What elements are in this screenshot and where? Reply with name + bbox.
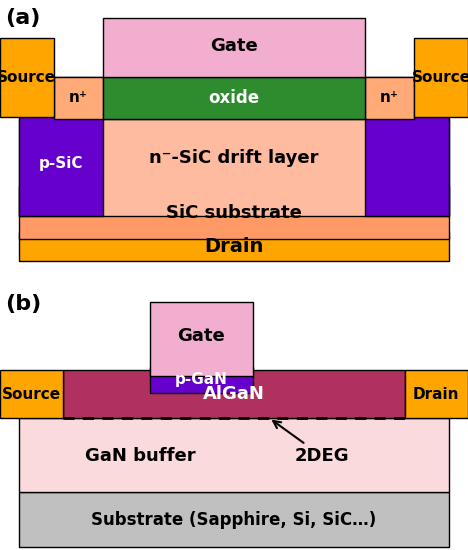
Text: n⁻-SiC drift layer: n⁻-SiC drift layer [149,150,319,167]
Text: Source: Source [2,387,61,402]
Text: (b): (b) [5,294,41,314]
Bar [150,302,253,376]
Bar [103,76,365,119]
Text: GaN buffer: GaN buffer [85,447,196,465]
Text: p-SiC: p-SiC [38,156,83,171]
Bar [19,186,449,239]
Text: SiC substrate: SiC substrate [166,204,302,222]
Bar [19,492,449,547]
Bar [414,39,468,118]
Bar [19,232,449,261]
Bar [150,366,253,393]
Bar [63,371,405,418]
Bar [405,371,468,418]
Bar [365,76,414,119]
Bar [0,39,54,118]
Text: AlGaN: AlGaN [203,385,265,403]
Text: Substrate (Sapphire, Si, SiC…): Substrate (Sapphire, Si, SiC…) [91,510,377,529]
Text: Source: Source [0,70,56,85]
Bar [0,371,63,418]
Bar [103,19,365,76]
Bar [19,119,449,217]
Text: Drain: Drain [413,387,460,402]
Bar [19,418,449,492]
Text: n⁺: n⁺ [380,90,399,105]
Bar [54,76,103,119]
Text: oxide: oxide [208,89,260,107]
Text: Drain: Drain [205,238,263,256]
Text: (a): (a) [5,8,40,28]
Text: 2DEG: 2DEG [273,421,350,465]
Text: p-GaN: p-GaN [175,372,227,387]
Bar [19,76,103,217]
Bar [365,76,449,217]
Text: Source: Source [411,70,468,85]
Text: n⁺: n⁺ [69,90,88,105]
Text: Gate: Gate [210,37,258,55]
Text: Gate: Gate [177,327,225,345]
